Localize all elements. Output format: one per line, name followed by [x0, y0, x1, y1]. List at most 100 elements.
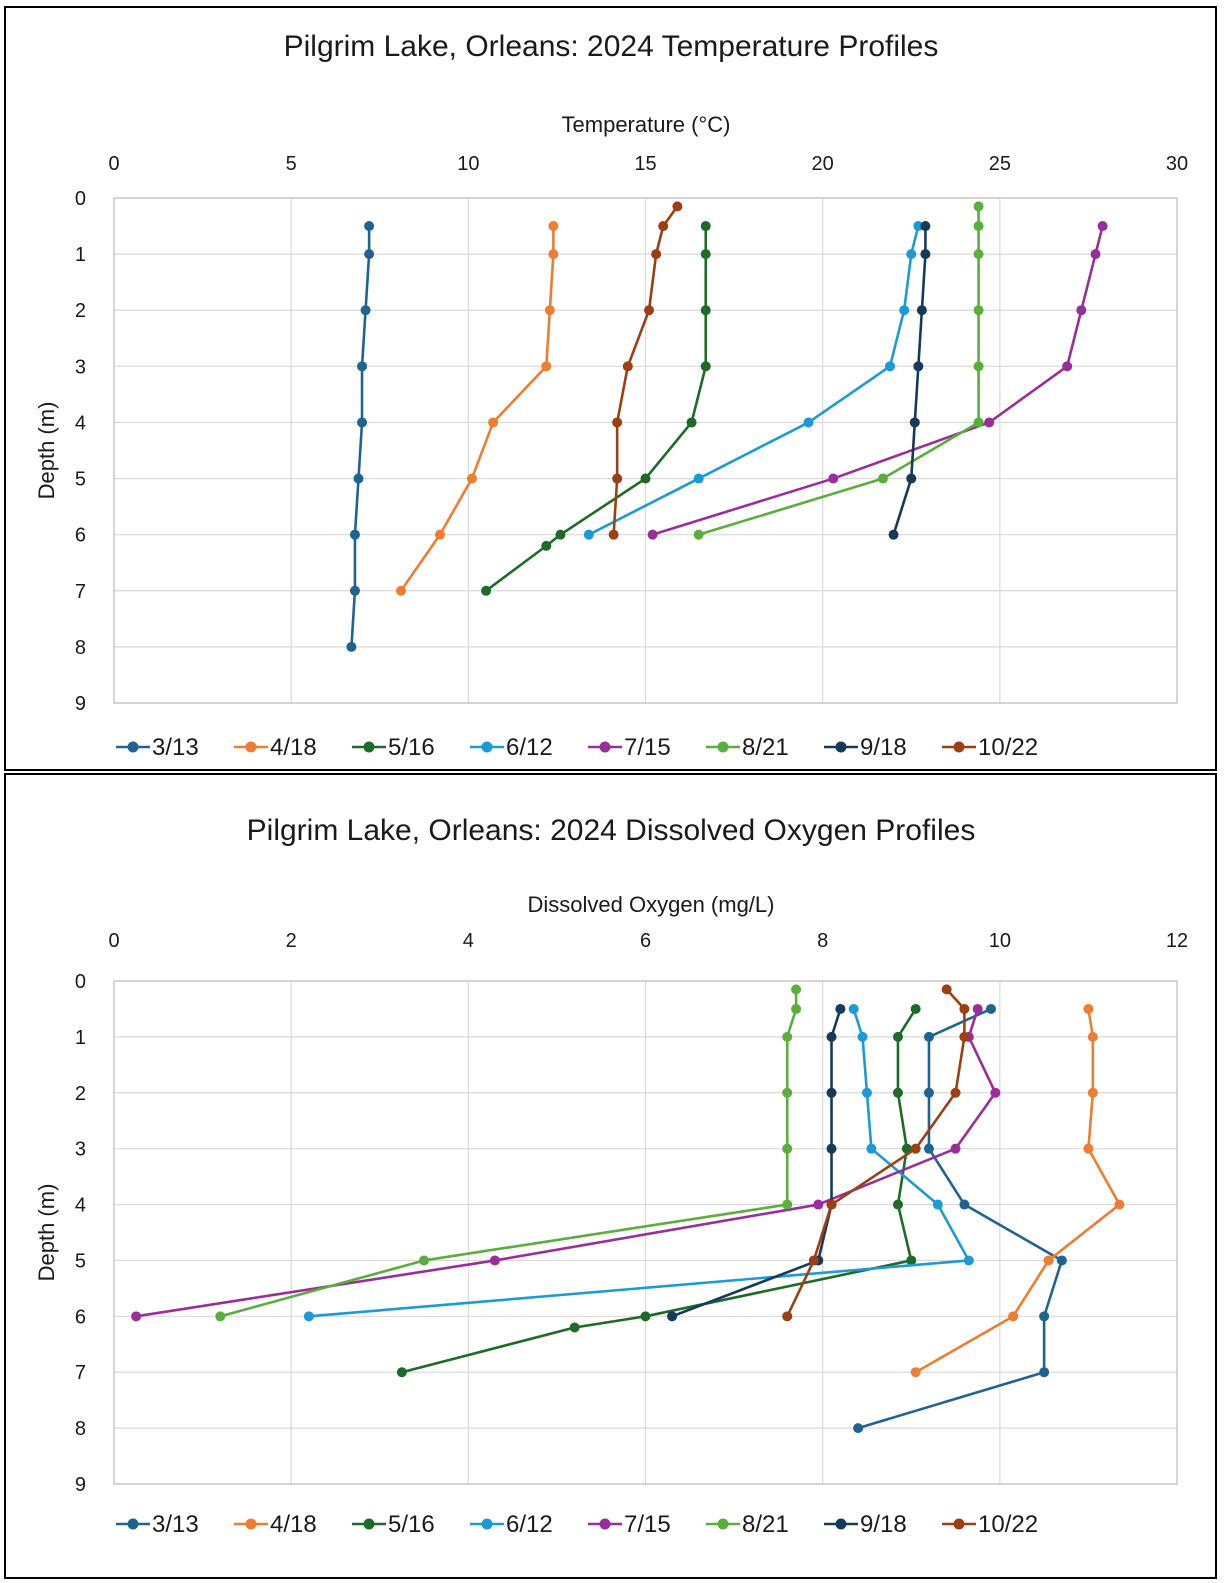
data-point-4-18 [544, 305, 555, 316]
y-tick-label: 1 [75, 1027, 86, 1049]
y-tick-label: 8 [75, 1418, 86, 1440]
data-point-6-12 [803, 417, 814, 428]
legend-item-3-13: 3/13 [116, 1511, 199, 1538]
series-line-9-18 [671, 1008, 842, 1318]
legend-label: 8/21 [742, 1511, 789, 1538]
data-point-7-15 [131, 1311, 142, 1322]
data-point-8-21 [791, 1003, 802, 1014]
x-axis-label: Temperature (°C) [562, 112, 731, 137]
data-point-4-18 [1087, 1087, 1098, 1098]
legend-item-4-18: 4/18 [234, 734, 317, 761]
data-point-4-18 [548, 221, 559, 232]
data-point-7-15 [1062, 361, 1073, 372]
data-point-5-16 [700, 361, 711, 372]
data-point-3-13 [1039, 1367, 1050, 1378]
series-line-6-12 [588, 225, 920, 536]
data-point-5-16 [640, 1311, 651, 1322]
data-point-8-21 [973, 361, 984, 372]
data-point-8-21 [973, 417, 984, 428]
data-point-8-21 [782, 1143, 793, 1154]
data-point-5-16 [686, 417, 697, 428]
legend-item-6-12: 6/12 [470, 1511, 553, 1538]
data-point-5-16 [700, 249, 711, 260]
data-point-10-22 [608, 529, 619, 540]
legend-label: 7/15 [624, 734, 671, 761]
x-tick-label: 10 [457, 153, 479, 175]
data-point-5-16 [910, 1003, 921, 1014]
data-point-3-13 [923, 1031, 934, 1042]
oxygen-chart: Pilgrim Lake, Orleans: 2024 Dissolved Ox… [34, 814, 1188, 1538]
legend-marker [717, 741, 729, 753]
plot-frame [113, 197, 1178, 704]
legend-marker [835, 741, 847, 753]
y-tick-label: 6 [75, 525, 86, 547]
data-point-6-12 [899, 305, 910, 316]
data-point-10-22 [808, 1255, 819, 1266]
data-point-5-16 [892, 1031, 903, 1042]
data-point-4-18 [1083, 1003, 1094, 1014]
data-point-4-18 [396, 585, 407, 596]
legend-item-8-21: 8/21 [706, 734, 789, 761]
data-point-5-16 [555, 529, 566, 540]
data-point-9-18 [826, 1031, 837, 1042]
series-line-4-18 [399, 226, 555, 592]
data-point-8-21 [419, 1255, 430, 1266]
legend-item-5-16: 5/16 [352, 734, 435, 761]
legend-item-7-15: 7/15 [588, 734, 671, 761]
y-tick-label: 5 [75, 469, 86, 491]
data-point-9-18 [916, 305, 927, 316]
y-tick-label: 7 [75, 581, 86, 603]
x-tick-label: 0 [108, 930, 119, 952]
legend-label: 10/22 [978, 734, 1038, 761]
legend-item-7-15: 7/15 [588, 1511, 671, 1538]
y-tick-label: 4 [75, 412, 86, 434]
legend-item-6-12: 6/12 [470, 734, 553, 761]
data-point-10-22 [959, 1003, 970, 1014]
data-point-3-13 [853, 1423, 864, 1434]
x-tick-label: 0 [108, 153, 119, 175]
legend-label: 3/13 [152, 734, 199, 761]
data-point-10-22 [782, 1311, 793, 1322]
y-tick-label: 0 [75, 971, 86, 993]
data-point-4-18 [1008, 1311, 1019, 1322]
plot-frame [113, 980, 1178, 1485]
data-point-7-15 [813, 1199, 824, 1210]
y-tick-label: 9 [75, 693, 86, 715]
legend-item-8-21: 8/21 [706, 1511, 789, 1538]
data-point-7-15 [1097, 221, 1108, 232]
series-line-5-16 [401, 1008, 917, 1374]
legend-label: 8/21 [742, 734, 789, 761]
data-point-6-12 [693, 473, 704, 484]
data-point-5-16 [569, 1322, 580, 1333]
data-point-3-13 [923, 1143, 934, 1154]
data-point-6-12 [963, 1255, 974, 1266]
y-tick-label: 1 [75, 244, 86, 266]
chart-title: Pilgrim Lake, Orleans: 2024 Dissolved Ox… [247, 814, 976, 847]
legend-item-9-18: 9/18 [824, 1511, 907, 1538]
y-tick-label: 7 [75, 1362, 86, 1384]
data-point-8-21 [973, 305, 984, 316]
legend-marker [599, 1518, 611, 1530]
legend-label: 4/18 [270, 1511, 317, 1538]
legend-label: 5/16 [388, 1511, 435, 1538]
data-point-9-18 [913, 361, 924, 372]
series-line-8-21 [698, 206, 980, 536]
series-line-7-15 [652, 225, 1104, 536]
data-point-3-13 [360, 305, 371, 316]
legend-item-5-16: 5/16 [352, 1511, 435, 1538]
data-point-5-16 [640, 473, 651, 484]
y-axis-label: Depth (m) [34, 402, 59, 500]
data-point-8-21 [782, 1087, 793, 1098]
y-tick-label: 2 [75, 1083, 86, 1105]
data-point-7-15 [950, 1143, 961, 1154]
data-point-10-22 [950, 1087, 961, 1098]
y-tick-label: 3 [75, 356, 86, 378]
data-point-7-15 [990, 1087, 1001, 1098]
legend-label: 6/12 [506, 1511, 553, 1538]
data-point-3-13 [923, 1087, 934, 1098]
data-point-3-13 [357, 361, 368, 372]
data-point-10-22 [644, 305, 655, 316]
data-point-8-21 [782, 1031, 793, 1042]
data-point-4-18 [1083, 1143, 1094, 1154]
data-point-4-18 [1043, 1255, 1054, 1266]
